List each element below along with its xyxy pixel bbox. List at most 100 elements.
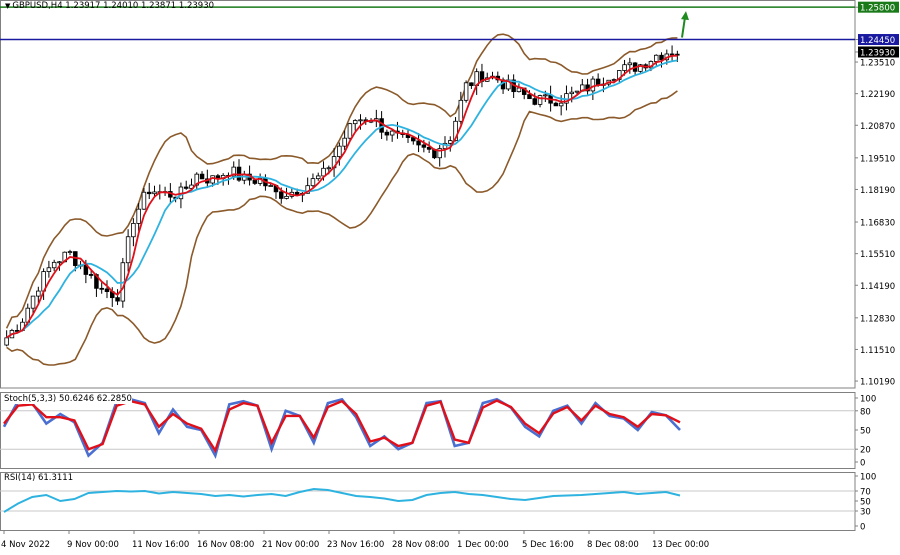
candle-body bbox=[342, 137, 347, 147]
candle-body bbox=[553, 102, 559, 107]
candle-body bbox=[627, 62, 633, 66]
fast-ma-line bbox=[6, 54, 678, 339]
price-tick-label: 1.15510 bbox=[860, 250, 895, 260]
candle-body bbox=[458, 99, 464, 122]
candle-body bbox=[590, 78, 596, 92]
price-tick-label: 1.22190 bbox=[860, 90, 895, 100]
candle-body bbox=[453, 120, 458, 142]
candle-body bbox=[57, 261, 62, 264]
stoch-tick-label: 100 bbox=[860, 395, 876, 405]
candle-body bbox=[125, 236, 131, 264]
price-label-box bbox=[858, 34, 899, 46]
candle-body bbox=[463, 82, 469, 101]
candle-body bbox=[236, 166, 242, 181]
candle-body bbox=[569, 91, 574, 95]
candle-body bbox=[669, 53, 675, 56]
candle-body bbox=[88, 274, 94, 276]
candle-body bbox=[337, 145, 342, 157]
rsi-line bbox=[3, 487, 681, 513]
price-label-box bbox=[858, 1, 899, 13]
price-label-box bbox=[858, 46, 899, 58]
time-tick-label: 5 Dec 16:00 bbox=[522, 540, 574, 550]
price-tick-label: 1.24450 bbox=[860, 36, 895, 46]
candle-body bbox=[516, 87, 522, 93]
bollinger-upper-line bbox=[5, 33, 678, 329]
candle-body bbox=[326, 167, 332, 170]
time-tick-label: 11 Nov 16:00 bbox=[132, 540, 189, 550]
price-tick-label: 1.19510 bbox=[860, 154, 895, 164]
price-tick-label: 1.14190 bbox=[860, 282, 895, 292]
price-tick-label: 1.23930 bbox=[860, 48, 895, 58]
rsi-tick-label: 100 bbox=[860, 473, 876, 483]
time-tick-label: 28 Nov 08:00 bbox=[392, 540, 449, 550]
candle-body bbox=[448, 140, 453, 144]
candle-body bbox=[389, 130, 395, 136]
time-tick-label: 4 Nov 2022 bbox=[1, 540, 50, 550]
time-tick-label: 9 Nov 00:00 bbox=[67, 540, 119, 550]
candle-body bbox=[131, 223, 136, 238]
time-tick-label: 1 Dec 00:00 bbox=[457, 540, 509, 550]
candle-body bbox=[315, 175, 321, 180]
candle-body bbox=[416, 140, 421, 146]
price-tick-label: 1.16830 bbox=[860, 219, 895, 229]
candle-body bbox=[4, 337, 9, 346]
candle-body bbox=[199, 173, 205, 180]
price-tick-label: 1.18190 bbox=[860, 186, 895, 196]
candle-body bbox=[347, 123, 353, 139]
candle-body bbox=[183, 186, 189, 189]
rsi-tick-label: 0 bbox=[860, 523, 865, 533]
candle-body bbox=[231, 166, 236, 177]
candle-body bbox=[321, 167, 326, 177]
time-axis: 4 Nov 2022 9 Nov 00:00 11 Nov 16:00 16 Nov … bbox=[1, 530, 709, 550]
candle-body bbox=[136, 208, 141, 224]
candle-body bbox=[46, 267, 52, 272]
rsi-label: RSI(14) 61.3111 bbox=[4, 473, 74, 483]
candle-body bbox=[384, 131, 390, 136]
chart-title: GBPUSD,H4 1.23917 1.24010 1.23871 1.2393… bbox=[12, 1, 215, 11]
candle-body bbox=[14, 330, 20, 332]
main-panel-border bbox=[0, 0, 856, 389]
candle-body bbox=[411, 137, 416, 142]
candle-body bbox=[36, 290, 41, 297]
candle-body bbox=[574, 90, 580, 93]
price-tick-label: 1.11510 bbox=[860, 346, 895, 356]
stoch-signal-line bbox=[3, 399, 681, 454]
stoch-label: Stoch(5,3,3) 50.6246 62.2850 bbox=[4, 394, 132, 404]
rsi-tick-label: 70 bbox=[860, 488, 871, 498]
candle-body bbox=[51, 261, 57, 269]
stoch-tick-label: 0 bbox=[860, 459, 865, 469]
candle-body bbox=[67, 251, 73, 254]
stoch-tick-label: 80 bbox=[860, 407, 871, 417]
time-tick-label: 16 Nov 08:00 bbox=[197, 540, 254, 550]
candle-body bbox=[252, 179, 258, 184]
candle-body bbox=[104, 288, 110, 292]
price-tick-label: 1.10190 bbox=[860, 378, 895, 388]
price-tick-label: 1.25800 bbox=[860, 4, 895, 14]
up-arrow-icon bbox=[681, 11, 689, 38]
price-tick-label: 1.20870 bbox=[860, 122, 895, 132]
candle-body bbox=[115, 297, 120, 302]
candle-body bbox=[268, 185, 273, 187]
time-tick-label: 23 Nov 16:00 bbox=[327, 540, 384, 550]
candle-body bbox=[543, 94, 548, 97]
candle-body bbox=[426, 146, 432, 150]
price-tick-label: 1.12830 bbox=[860, 314, 895, 324]
candle-body bbox=[358, 119, 363, 122]
candle-body bbox=[141, 191, 147, 210]
candle-body bbox=[352, 120, 358, 125]
time-tick-label: 8 Dec 08:00 bbox=[587, 540, 639, 550]
candle-body bbox=[310, 178, 316, 187]
rsi-tick-label: 50 bbox=[860, 498, 871, 508]
candle-body bbox=[99, 287, 104, 290]
candle-body bbox=[379, 118, 384, 133]
candle-body bbox=[421, 144, 427, 148]
bollinger-lower-line bbox=[6, 90, 678, 366]
candle-body bbox=[622, 64, 627, 71]
chart-header: ▼ GBPUSD,H4 1.23917 1.24010 1.23871 1.239… bbox=[5, 1, 214, 12]
candle-body bbox=[653, 54, 659, 62]
time-tick-label: 13 Dec 00:00 bbox=[652, 540, 709, 550]
collapse-triangle-icon[interactable]: ▼ bbox=[5, 2, 11, 10]
